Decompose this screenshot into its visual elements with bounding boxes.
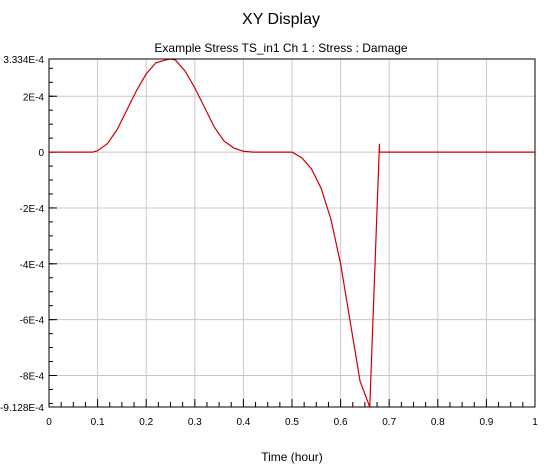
x-tick-label: 0.6: [334, 417, 348, 428]
chart-title: Example Stress TS_in1 Ch 1 : Stress : Da…: [154, 41, 408, 55]
y-tick-label: 2E-4: [23, 92, 45, 103]
x-tick-label: 0.7: [382, 417, 396, 428]
y-tick-label: -2E-4: [20, 204, 45, 215]
y-tick-label: 0: [38, 148, 44, 159]
x-tick-label: 0.5: [285, 417, 299, 428]
axis-ticks: 0 0.1 0.2 0.3 0.4 0.5 0.6 0.7 0.8 0.9 1 3.334E-4 2E-…: [0, 55, 538, 428]
x-tick-label: 0.9: [479, 417, 493, 428]
x-tick-label: 0: [46, 417, 52, 428]
x-tick-label: 0.2: [139, 417, 153, 428]
grid-lines: [48, 58, 536, 408]
x-axis-label: Time (hour): [261, 450, 323, 464]
y-tick-label: -6E-4: [20, 316, 45, 327]
series-layer: [49, 58, 535, 408]
y-tick-label: -4E-4: [20, 260, 45, 271]
x-tick-label: 0.4: [236, 417, 250, 428]
axes: [48, 58, 536, 408]
window-title: XY Display: [242, 11, 320, 28]
x-tick-label: 0.1: [91, 417, 105, 428]
y-tick-label: -9.128E-4: [0, 403, 44, 414]
x-tick-label: 1: [532, 417, 538, 428]
x-tick-label: 0.3: [188, 417, 202, 428]
x-tick-label: 0.8: [431, 417, 445, 428]
series-line: [49, 58, 535, 408]
y-tick-label: 3.334E-4: [3, 55, 44, 66]
y-tick-label: -8E-4: [20, 372, 45, 383]
plot-frame: [48, 58, 536, 408]
